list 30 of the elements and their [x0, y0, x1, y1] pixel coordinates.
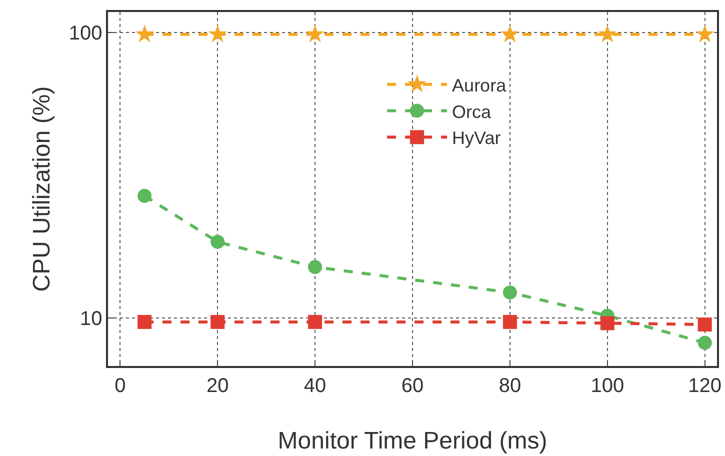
x-tick-label: 60	[401, 374, 424, 397]
point	[502, 314, 517, 329]
point	[698, 336, 712, 350]
point	[135, 24, 154, 42]
point	[698, 318, 712, 332]
legend-label: Aurora	[452, 75, 508, 96]
point	[210, 234, 225, 249]
legend-label: HyVar	[452, 128, 501, 148]
point	[308, 314, 322, 329]
point	[138, 314, 152, 329]
x-tick-label: 20	[206, 374, 229, 397]
point	[502, 285, 517, 300]
point	[138, 188, 152, 203]
x-axis-title: Monitor Time Period (ms)	[278, 428, 548, 454]
point	[696, 24, 714, 42]
x-tick-label: 80	[498, 374, 522, 397]
point	[306, 24, 324, 42]
x-tick-label: 0	[114, 374, 126, 397]
legend-label: Orca	[452, 102, 492, 122]
y-axis-title: CPU Utilization (%)	[28, 86, 56, 292]
point	[598, 24, 617, 42]
point	[210, 314, 225, 329]
point	[500, 24, 520, 42]
x-tick-label: 100	[590, 374, 624, 397]
point	[208, 24, 227, 42]
point	[308, 260, 322, 274]
y-tick-label: 10	[80, 308, 102, 330]
point	[600, 316, 614, 330]
x-tick-label: 40	[304, 374, 326, 397]
x-tick-label: 120	[688, 374, 722, 397]
